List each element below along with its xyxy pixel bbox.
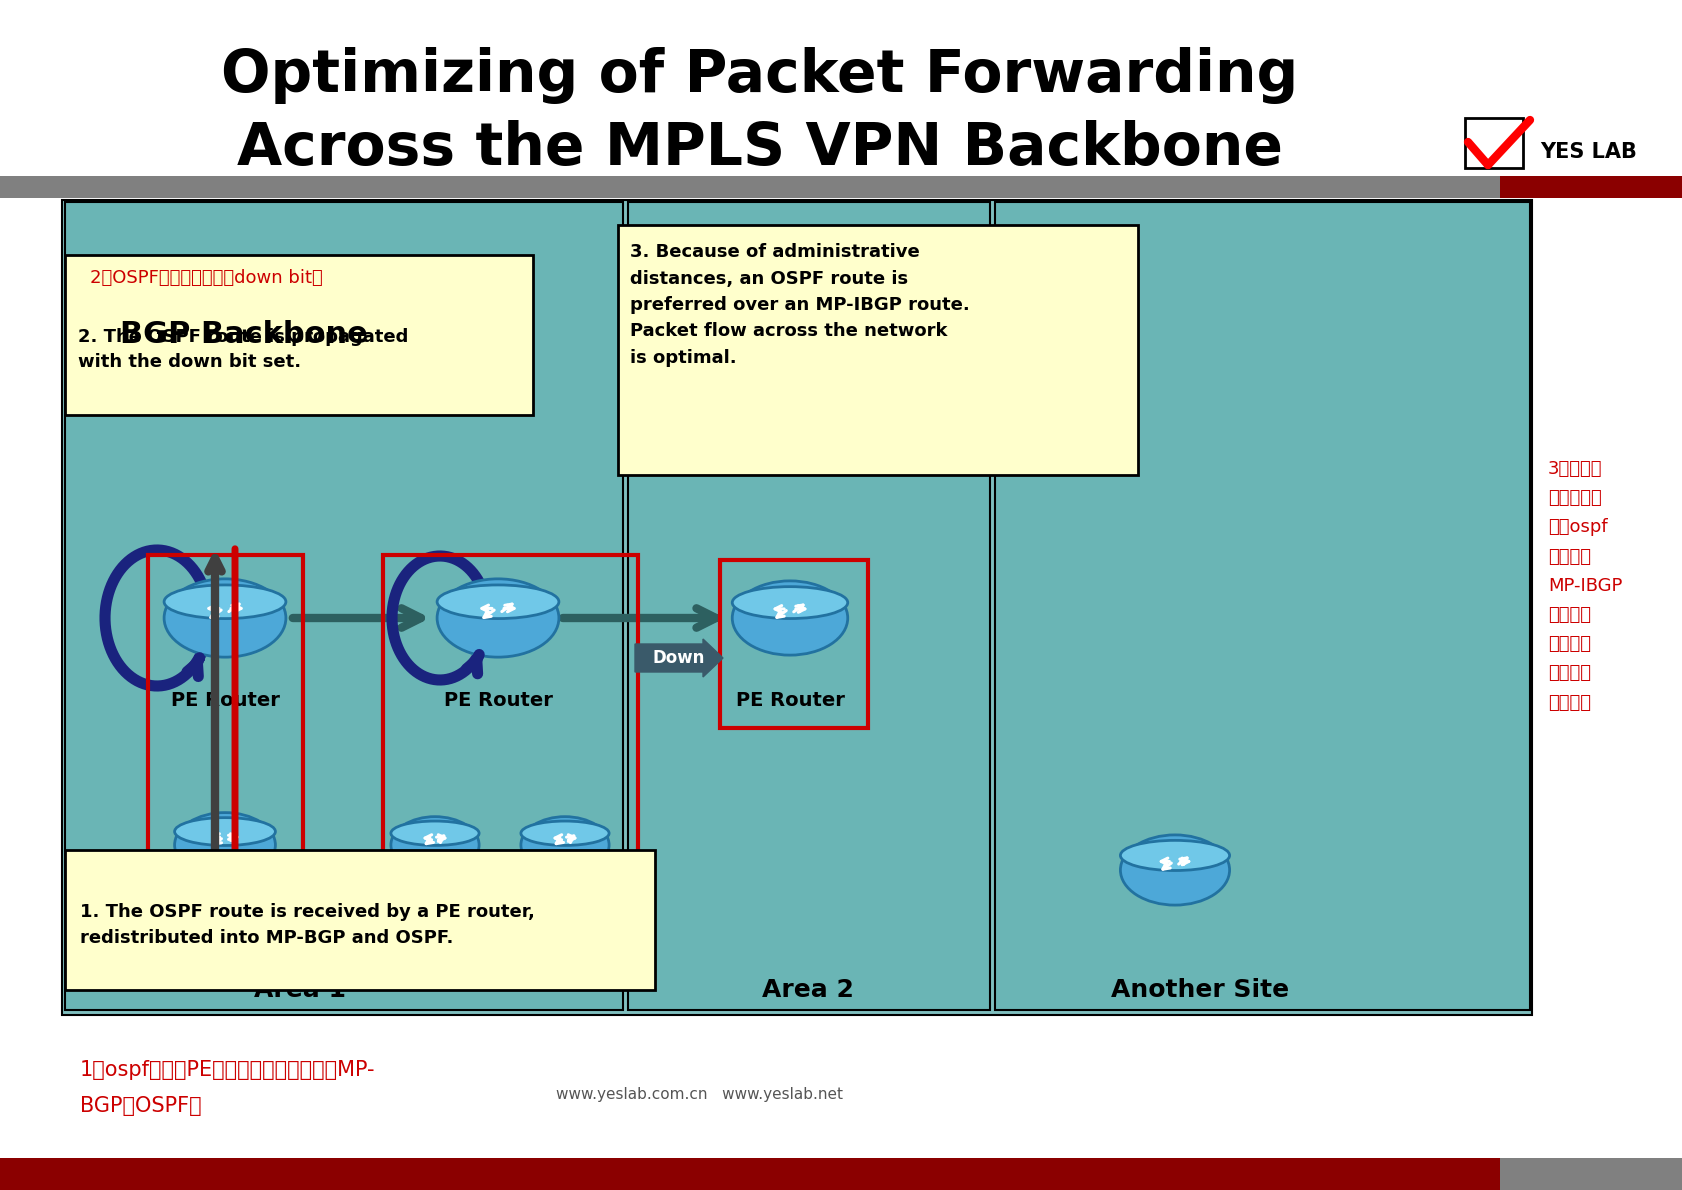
Bar [994,202,1529,1010]
Bar [627,202,989,1010]
Text: PE Router: PE Router [170,690,279,709]
Ellipse shape [390,816,479,873]
Text: YES LAB: YES LAB [1539,142,1637,162]
Bar [1499,1158,1682,1190]
Text: PE Router: PE Router [444,690,552,709]
Bar [148,555,303,931]
Ellipse shape [521,816,609,873]
Ellipse shape [437,585,558,619]
Bar [617,225,1137,475]
Bar [0,1158,1499,1190]
Ellipse shape [1120,835,1230,906]
Text: Down: Down [653,649,705,668]
Bar [66,850,654,990]
Ellipse shape [1120,840,1230,871]
Bar [66,202,622,1010]
Text: 1. The OSPF route is received by a PE router,
redistributed into MP-BGP and OSPF: 1. The OSPF route is received by a PE ro… [81,903,535,947]
Text: Area 2: Area 2 [762,978,853,1002]
Ellipse shape [165,585,286,619]
Ellipse shape [175,818,276,845]
Text: Across the MPLS VPN Backbone: Across the MPLS VPN Backbone [237,119,1282,176]
Text: www.yeslab.com.cn   www.yeslab.net: www.yeslab.com.cn www.yeslab.net [557,1088,843,1102]
Bar [1499,176,1682,198]
Text: Area 1: Area 1 [254,978,346,1002]
Bar [66,255,533,415]
Ellipse shape [390,821,479,845]
Ellipse shape [521,821,609,845]
Text: 1、ospf路由由PE路由接收，重新分配到MP-
BGP和OSPF。: 1、ospf路由由PE路由接收，重新分配到MP- BGP和OSPF。 [81,1060,375,1116]
Ellipse shape [165,578,286,657]
Bar [0,176,1499,198]
Bar [720,560,868,728]
Text: BGP Backbone: BGP Backbone [119,320,368,350]
FancyArrow shape [634,639,723,677]
Ellipse shape [175,813,276,877]
Text: Another Site: Another Site [1110,978,1288,1002]
Text: 2、OSPF路由传播时带有down bit。: 2、OSPF路由传播时带有down bit。 [89,269,323,287]
Ellipse shape [437,578,558,657]
Ellipse shape [732,587,848,619]
Text: 3、由于管
理距离远，
并且ospf
路由优于
MP-IBGP
路由。跨
网络的数
据包流是
最佳的。: 3、由于管 理距离远， 并且ospf 路由优于 MP-IBGP 路由。跨 网络的… [1547,461,1621,712]
Text: Optimizing of Packet Forwarding: Optimizing of Packet Forwarding [222,46,1299,104]
Text: 2. The OSPF route is propagated
with the down bit set.: 2. The OSPF route is propagated with the… [77,328,409,371]
Text: 3. Because of administrative
distances, an OSPF route is
preferred over an MP-IB: 3. Because of administrative distances, … [629,243,969,367]
Bar [1463,118,1522,168]
Bar [383,555,637,931]
Text: PE Router: PE Router [735,690,844,709]
Ellipse shape [732,581,848,656]
Bar [62,200,1531,1015]
